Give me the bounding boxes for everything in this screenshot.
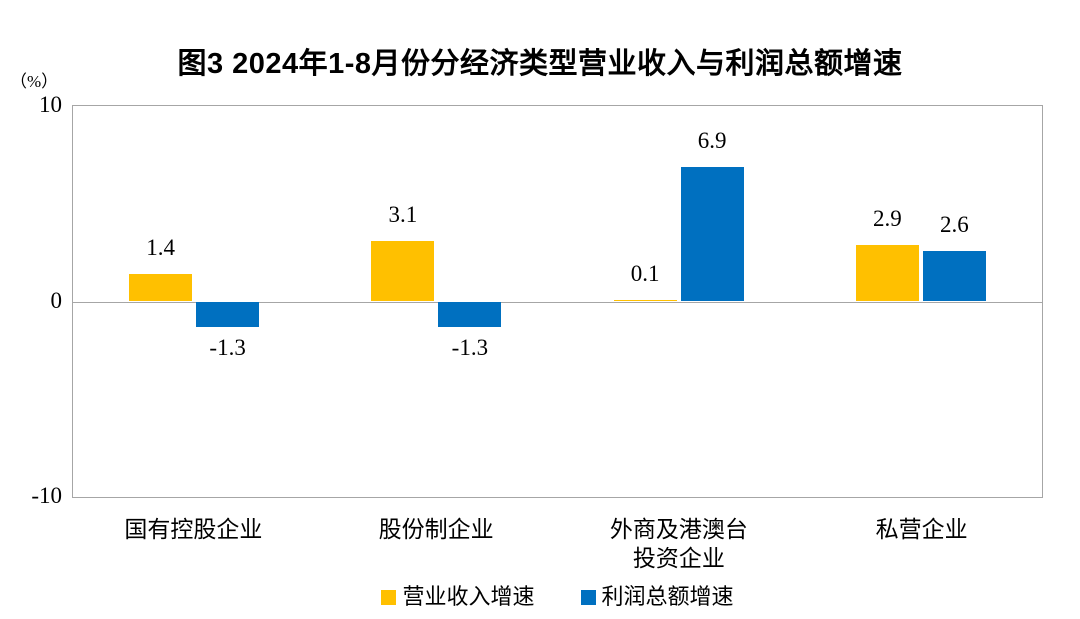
bar-series1-cat0 — [196, 301, 260, 327]
legend-swatch-icon — [381, 589, 397, 605]
x-axis-category-labels: 国有控股企业 股份制企业 外商及港澳台 投资企业 私营企业 — [72, 515, 1043, 573]
y-tick-label: 0 — [50, 287, 63, 313]
bar-series0-cat3 — [855, 244, 919, 302]
bar-value-label: 2.9 — [873, 205, 902, 231]
bar-value-label: -1.3 — [451, 334, 489, 360]
bar-value-label: 2.6 — [940, 211, 969, 237]
bar-series1-cat1 — [438, 301, 502, 327]
bar-series0-cat2 — [613, 299, 677, 302]
bar-series1-cat3 — [922, 250, 986, 302]
bar-value-label: 3.1 — [388, 201, 418, 227]
legend-item: 利润总额增速 — [580, 584, 734, 610]
y-tick-label: -10 — [31, 483, 62, 508]
category-label: 私营企业 — [875, 517, 968, 542]
bar-series0-cat1 — [371, 240, 435, 302]
chart-title: 图3 2024年1-8月份分经济类型营业收入与利润总额增速 — [177, 48, 903, 80]
legend-label: 营业收入增速 — [402, 584, 535, 609]
bar-value-label: 0.1 — [630, 260, 660, 286]
bar-series0-cat0 — [129, 274, 193, 302]
category-label: 国有控股企业 — [124, 517, 263, 542]
plot-area: 1.4 3.1 0.1 2.9 -1.3 -1.3 6.9 2.6 — [72, 105, 1043, 498]
legend: 营业收入增速 利润总额增速 — [72, 584, 1043, 610]
category-label: 外商及港澳台 投资企业 — [609, 517, 748, 571]
bar-series1-cat2 — [680, 166, 744, 302]
bar-value-label: 6.9 — [697, 127, 727, 153]
y-tick-label: 10 — [39, 92, 62, 117]
bar-value-label: 1.4 — [146, 235, 175, 261]
legend-swatch-icon — [580, 589, 596, 605]
legend-item: 营业收入增速 — [381, 584, 535, 610]
bar-value-label: -1.3 — [209, 334, 246, 360]
category-label: 股份制企业 — [378, 517, 494, 542]
legend-label: 利润总额增速 — [601, 584, 734, 609]
zero-axis-line — [73, 301, 1042, 303]
y-axis-unit-label: （%） — [10, 72, 59, 91]
